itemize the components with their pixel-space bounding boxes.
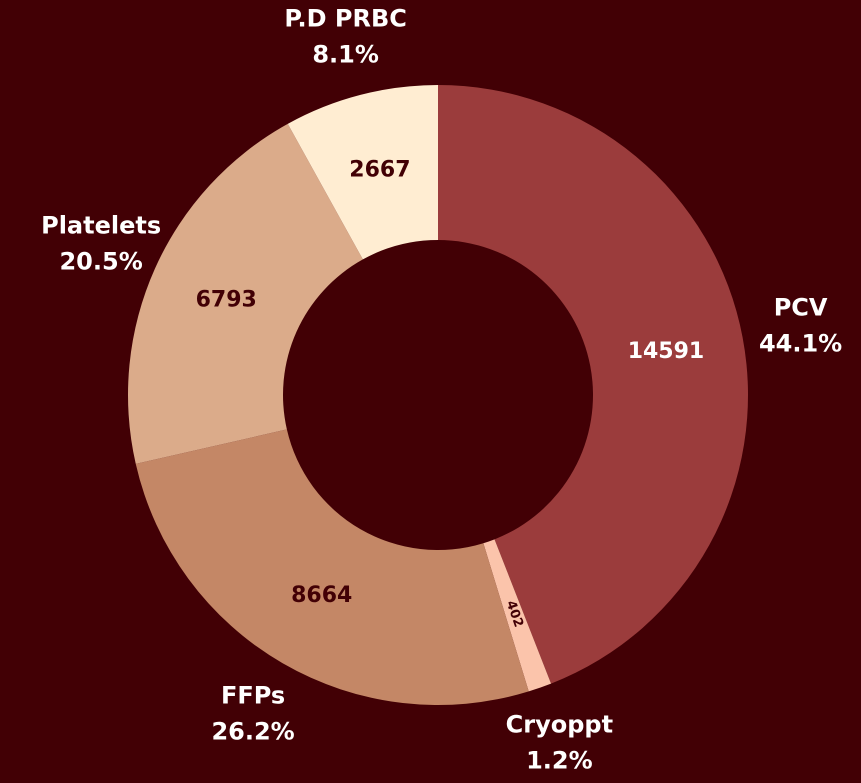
percent-label: 44.1% [759, 330, 842, 358]
slice [135, 429, 529, 705]
value-label: 6793 [196, 287, 257, 312]
category-label: P.D PRBC [284, 5, 407, 33]
value-label: 8664 [291, 583, 352, 608]
slice [483, 539, 552, 692]
value-label: 14591 [628, 339, 705, 364]
category-label: PCV [774, 294, 828, 322]
percent-label: 20.5% [59, 247, 142, 275]
percent-label: 1.2% [526, 746, 593, 774]
slice [287, 85, 438, 260]
category-label: FFPs [221, 681, 285, 709]
category-label: Cryoppt [506, 710, 613, 738]
slice [128, 123, 363, 464]
category-label: Platelets [41, 211, 161, 239]
slice [438, 85, 749, 684]
value-label: 2667 [349, 157, 410, 182]
percent-label: 8.1% [312, 41, 379, 69]
percent-label: 26.2% [211, 717, 294, 745]
